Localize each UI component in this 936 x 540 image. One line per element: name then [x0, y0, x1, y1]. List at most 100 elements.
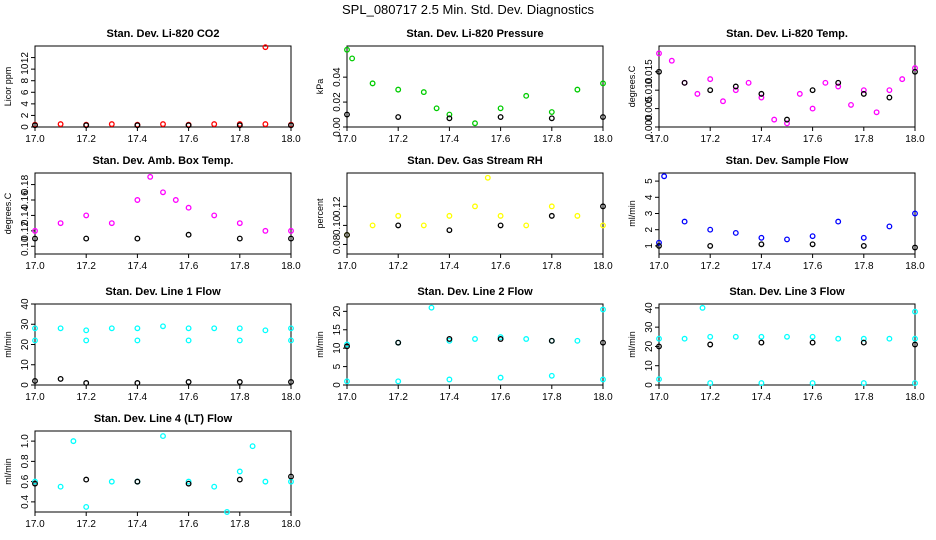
plot-title: Stan. Dev. Li-820 CO2	[107, 28, 220, 40]
data-point-all	[32, 478, 38, 485]
data-point-all	[758, 234, 765, 241]
x-tick-label: 17.8	[542, 261, 562, 272]
x-tick-label: 17.8	[230, 134, 250, 145]
x-tick-label: 17.2	[76, 134, 96, 145]
data-point-all	[873, 109, 880, 116]
data-point-all	[57, 483, 64, 490]
data-point-all	[395, 212, 402, 219]
data-point-all	[262, 227, 269, 234]
data-point-all	[860, 87, 867, 94]
y-tick-label: 0.08	[332, 234, 343, 254]
y-tick-label: 0.10	[332, 215, 343, 235]
x-tick-label: 17.0	[25, 519, 45, 530]
y-axis-label: ml/min	[627, 331, 637, 358]
y-tick-label: 0.10	[20, 236, 31, 256]
x-tick-label: 17.6	[179, 392, 199, 403]
data-point-all	[835, 83, 842, 90]
data-point-mean	[185, 480, 192, 487]
data-point-mean	[548, 115, 555, 122]
data-point-all	[758, 380, 765, 387]
chart-panel-8: Stan. Dev. Line 2 Flow 17.0 17.2 17.4 17.6 17…	[315, 286, 613, 403]
y-tick-label: 8	[20, 77, 31, 83]
data-point-all	[758, 94, 765, 101]
data-point-mean	[83, 235, 90, 242]
data-point-mean	[707, 87, 714, 94]
page-title: SPL_080717 2.5 Min. Std. Dev. Diagnostic…	[342, 2, 594, 17]
data-point-all	[288, 337, 294, 344]
chart-panel-10: Stan. Dev. Line 4 (LT) Flow 17.0 17.2 17.4 1…	[3, 413, 301, 530]
y-tick-label: 0	[20, 382, 31, 388]
data-point-all	[185, 204, 192, 211]
y-tick-label: 15	[332, 324, 343, 336]
data-point-mean	[912, 244, 918, 251]
x-tick-label: 17.2	[388, 134, 408, 145]
data-point-all	[57, 121, 64, 128]
data-point-all	[236, 220, 243, 227]
data-point-mean	[32, 480, 38, 487]
y-tick-label: 12	[20, 52, 31, 64]
x-tick-label: 17.6	[803, 392, 823, 403]
data-point-all	[108, 220, 115, 227]
chart-panel-4: Stan. Dev. Amb. Box Temp. 17.0 17.2 17.4 17.…	[3, 155, 301, 272]
chart-panel-9: Stan. Dev. Line 3 Flow 17.0 17.2 17.4 17.6 17…	[627, 286, 925, 403]
plot-frame	[346, 45, 604, 128]
data-point-all	[32, 227, 38, 234]
plot-frame	[346, 172, 604, 255]
data-point-mean	[185, 379, 192, 385]
data-point-mean	[83, 122, 90, 129]
y-tick-label: 1.0	[20, 434, 31, 448]
x-tick-label: 17.6	[491, 392, 511, 403]
data-point-mean	[134, 478, 141, 485]
data-point-mean	[236, 235, 243, 242]
data-point-all	[185, 337, 192, 344]
data-point-all	[185, 478, 192, 485]
plot-title: Stan. Dev. Sample Flow	[726, 155, 849, 167]
data-point-all	[134, 325, 141, 332]
data-point-all	[395, 378, 402, 385]
data-point-all	[134, 197, 141, 203]
data-point-mean	[732, 83, 739, 90]
data-point-all	[236, 468, 243, 475]
y-axis-label: percent	[315, 198, 325, 229]
chart-panel-1: Stan. Dev. Li-820 CO2 17.0 17.2 17.4 17.6 17.…	[3, 28, 301, 145]
x-tick-label: 17.2	[700, 134, 720, 145]
data-point-mean	[912, 341, 918, 348]
x-tick-label: 18.0	[593, 134, 613, 145]
data-point-mean	[681, 79, 688, 86]
x-tick-label: 17.0	[337, 261, 357, 272]
y-tick-label: 0.18	[20, 174, 31, 194]
y-tick-label: 10	[20, 359, 31, 371]
data-point-all	[523, 336, 530, 342]
y-tick-label: 0.04	[332, 67, 343, 87]
y-tick-label: 0.010	[644, 77, 655, 102]
data-point-all	[523, 92, 530, 99]
data-point-mean	[446, 227, 453, 234]
data-point-all	[108, 478, 115, 485]
data-point-mean	[83, 476, 90, 483]
x-tick-label: 17.0	[337, 392, 357, 403]
plot-title: Stan. Dev. Line 2 Flow	[417, 286, 533, 298]
x-tick-label: 17.4	[128, 261, 148, 272]
y-tick-label: 2	[20, 112, 31, 118]
data-point-mean	[912, 68, 918, 75]
data-point-all	[211, 325, 218, 332]
y-tick-label: 30	[644, 321, 655, 333]
data-point-all	[395, 86, 402, 93]
data-point-all	[548, 203, 555, 210]
x-tick-label: 17.2	[700, 392, 720, 403]
data-point-mean	[236, 379, 243, 385]
data-point-all	[369, 222, 376, 229]
plot-title: Stan. Dev. Li-820 Pressure	[406, 28, 543, 40]
x-tick-label: 17.6	[491, 134, 511, 145]
x-tick-label: 18.0	[281, 261, 301, 272]
plot-frame	[658, 45, 916, 128]
y-tick-label: 0.4	[20, 494, 31, 508]
data-point-mean	[548, 337, 555, 344]
x-tick-label: 17.4	[752, 261, 772, 272]
data-point-all	[661, 173, 668, 180]
data-point-mean	[288, 235, 294, 242]
data-point-all	[707, 380, 714, 387]
plot-title: Stan. Dev. Amb. Box Temp.	[93, 155, 234, 167]
plot-frame	[34, 430, 292, 513]
data-point-all	[822, 79, 829, 86]
